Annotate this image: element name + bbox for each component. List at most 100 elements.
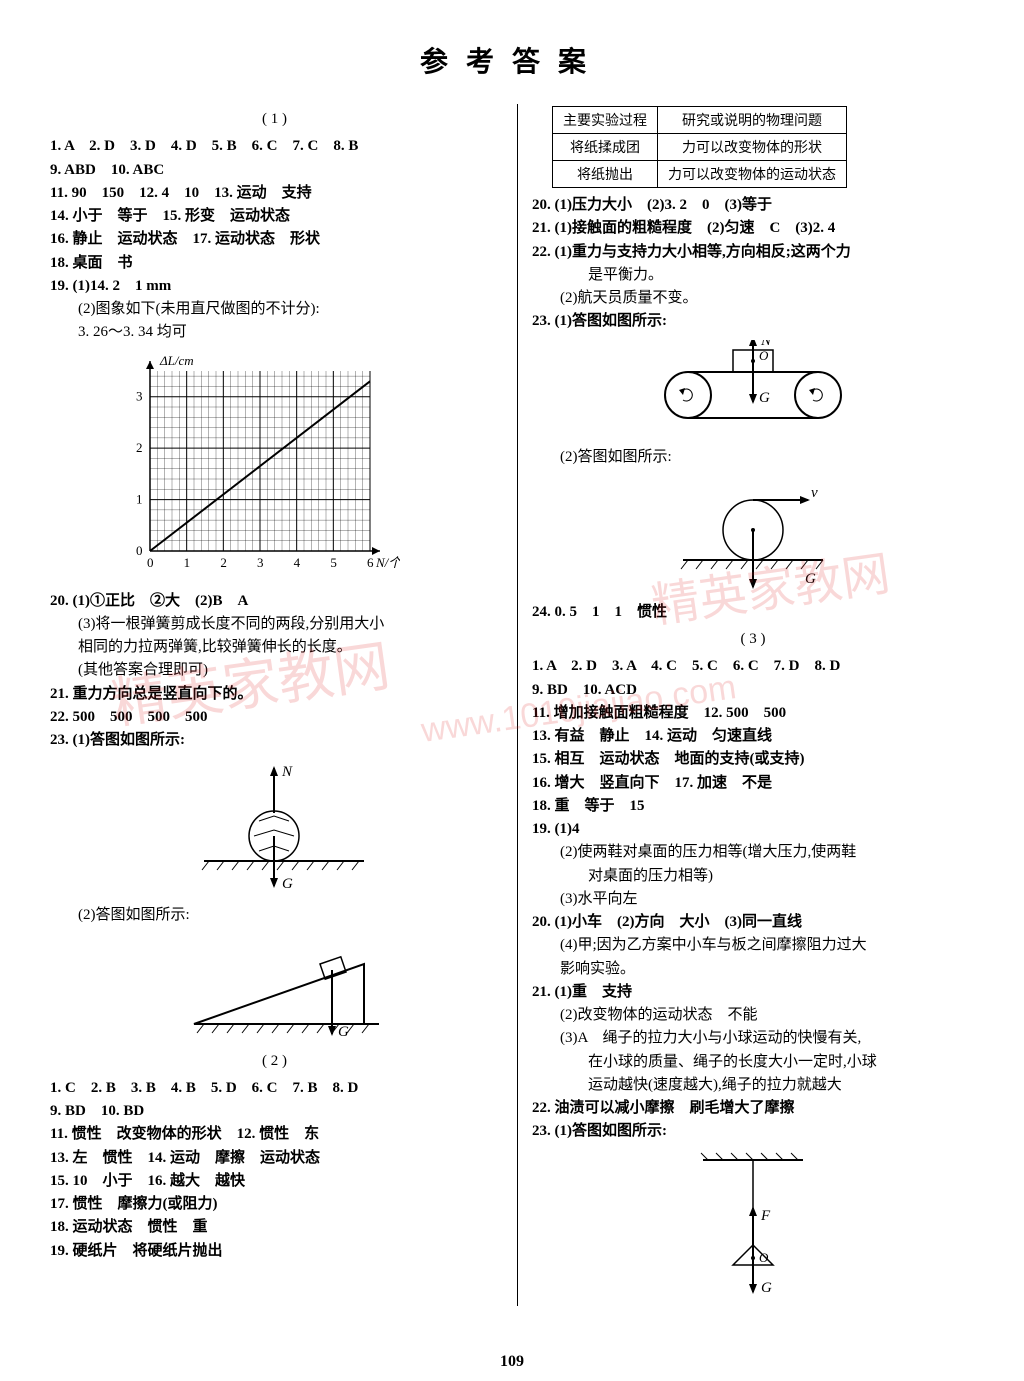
text-line: (3)水平向左 <box>532 888 974 911</box>
label-G: G <box>338 1024 349 1040</box>
table-cell: 将纸揉成团 <box>552 134 657 161</box>
label-v: v <box>811 485 818 501</box>
label-G: G <box>805 571 816 587</box>
text-line: 22. (1)重力与支持力大小相等,方向相反;这两个力 <box>532 241 974 264</box>
table-header: 研究或说明的物理问题 <box>657 107 846 134</box>
sec3-head: ( 3 ) <box>532 628 974 651</box>
svg-text:4: 4 <box>294 555 301 570</box>
text-line: 1. C 2. B 3. B 4. B 5. D 6. C 7. B 8. D <box>50 1077 499 1100</box>
text-line: 18. 运动状态 惯性 重 <box>50 1216 499 1239</box>
chart-svg: 0 1 2 3 4 5 6 0 1 2 3 ΔL/cm N/个 <box>120 351 400 581</box>
text-line: 23. (1)答图如图所示: <box>532 310 974 333</box>
label-N: N <box>760 340 772 349</box>
text-line: 对桌面的压力相等) <box>532 865 974 888</box>
figure-incline-forces: G <box>164 934 384 1044</box>
text-line: 16. 增大 竖直向下 17. 加速 不是 <box>532 772 974 795</box>
text-line: (4)甲;因为乙方案中小车与板之间摩擦阻力过大 <box>532 934 974 957</box>
text-line: 24. 0. 5 1 1 惯性 <box>532 601 974 624</box>
text-line: (3)将一根弹簧剪成长度不同的两段,分别用大小 <box>50 613 499 636</box>
text-line: 18. 桌面 书 <box>50 252 499 275</box>
text-line: 21. (1)重 支持 <box>532 981 974 1004</box>
svg-text:2: 2 <box>220 555 227 570</box>
figure-triangle-forces: O F G <box>683 1150 823 1300</box>
text-line: 20. (1)①正比 ②大 (2)B A <box>50 590 499 613</box>
experiment-table: 主要实验过程 研究或说明的物理问题 将纸揉成团 力可以改变物体的形状 将纸抛出 … <box>552 106 847 188</box>
x-label: N/个 <box>375 555 400 570</box>
text-line: 3. 26～3. 34 均可 <box>50 321 499 344</box>
page-number: 109 <box>0 1353 1024 1371</box>
chart-dL-vs-N: 0 1 2 3 4 5 6 0 1 2 3 ΔL/cm N/个 <box>120 351 499 586</box>
svg-text:0: 0 <box>136 543 143 558</box>
label-G: G <box>282 876 293 892</box>
text-line: 运动越快(速度越大),绳子的拉力就越大 <box>532 1074 974 1097</box>
svg-text:2: 2 <box>136 440 143 455</box>
y-label: ΔL/cm <box>159 353 194 368</box>
svg-text:3: 3 <box>136 388 143 403</box>
text-line: 9. BD 10. ACD <box>532 679 974 702</box>
text-line: 21. 重力方向总是竖直向下的。 <box>50 683 499 706</box>
text-line: (2)航天员质量不变。 <box>532 287 974 310</box>
text-line: 9. BD 10. BD <box>50 1100 499 1123</box>
label-F: F <box>760 1208 771 1224</box>
table-cell: 力可以改变物体的形状 <box>657 134 846 161</box>
text-line: 20. (1)小车 (2)方向 大小 (3)同一直线 <box>532 911 974 934</box>
svg-text:3: 3 <box>257 555 264 570</box>
figure-ball-forces: N G <box>174 758 374 898</box>
text-line: 19. (1)14. 2 1 mm <box>50 275 499 298</box>
text-line: (3)A 绳子的拉力大小与小球运动的快慢有关, <box>532 1027 974 1050</box>
label-O: O <box>759 348 769 363</box>
text-line: 是平衡力。 <box>532 264 974 287</box>
text-line: 13. 左 惯性 14. 运动 摩擦 运动状态 <box>50 1147 499 1170</box>
text-line: (2)使两鞋对桌面的压力相等(增大压力,使两鞋 <box>532 841 974 864</box>
text-line: (2)答图如图所示: <box>50 904 499 927</box>
text-line: 1. A 2. D 3. D 4. D 5. B 6. C 7. C 8. B <box>50 135 499 158</box>
svg-text:5: 5 <box>330 555 337 570</box>
sec2-head: ( 2 ) <box>50 1050 499 1073</box>
text-line: 22. 500 500 500 500 <box>50 706 499 729</box>
text-line: 在小球的质量、绳子的长度大小一定时,小球 <box>532 1051 974 1074</box>
text-line: 18. 重 等于 15 <box>532 795 974 818</box>
svg-text:6: 6 <box>367 555 374 570</box>
text-line: 23. (1)答图如图所示: <box>50 729 499 752</box>
content-columns: ( 1 ) 1. A 2. D 3. D 4. D 5. B 6. C 7. C… <box>50 104 974 1306</box>
text-line: 19. (1)4 <box>532 818 974 841</box>
text-line: 11. 惯性 改变物体的形状 12. 惯性 东 <box>50 1123 499 1146</box>
text-line: 16. 静止 运动状态 17. 运动状态 形状 <box>50 228 499 251</box>
text-line: (2)改变物体的运动状态 不能 <box>532 1004 974 1027</box>
left-column: ( 1 ) 1. A 2. D 3. D 4. D 5. B 6. C 7. C… <box>50 104 507 1306</box>
text-line: (2)答图如图所示: <box>532 446 974 469</box>
label-N: N <box>281 764 293 780</box>
text-line: 13. 有益 静止 14. 运动 匀速直线 <box>532 725 974 748</box>
figure-ball-velocity: v G <box>653 475 853 595</box>
figure-conveyor-forces: O N G <box>633 340 873 440</box>
table-header: 主要实验过程 <box>552 107 657 134</box>
text-line: 11. 增加接触面粗糙程度 12. 500 500 <box>532 702 974 725</box>
table-cell: 将纸抛出 <box>552 161 657 188</box>
text-line: 22. 油渍可以减小摩擦 刷毛增大了摩擦 <box>532 1097 974 1120</box>
text-line: 1. A 2. D 3. A 4. C 5. C 6. C 7. D 8. D <box>532 655 974 678</box>
svg-text:1: 1 <box>184 555 191 570</box>
text-line: 11. 90 150 12. 4 10 13. 运动 支持 <box>50 182 499 205</box>
text-line: 15. 10 小于 16. 越大 越快 <box>50 1170 499 1193</box>
text-line: 17. 惯性 摩擦力(或阻力) <box>50 1193 499 1216</box>
right-column: 主要实验过程 研究或说明的物理问题 将纸揉成团 力可以改变物体的形状 将纸抛出 … <box>517 104 974 1306</box>
svg-text:1: 1 <box>136 491 143 506</box>
text-line: 20. (1)压力大小 (2)3. 2 0 (3)等于 <box>532 194 974 217</box>
sec1-head: ( 1 ) <box>50 108 499 131</box>
label-G: G <box>759 390 770 406</box>
text-line: 19. 硬纸片 将硬纸片抛出 <box>50 1240 499 1263</box>
text-line: 23. (1)答图如图所示: <box>532 1120 974 1143</box>
text-line: 15. 相互 运动状态 地面的支持(或支持) <box>532 748 974 771</box>
label-G: G <box>761 1280 772 1296</box>
text-line: 14. 小于 等于 15. 形变 运动状态 <box>50 205 499 228</box>
text-line: (2)图象如下(未用直尺做图的不计分): <box>50 298 499 321</box>
table-cell: 力可以改变物体的运动状态 <box>657 161 846 188</box>
text-line: 21. (1)接触面的粗糙程度 (2)匀速 C (3)2. 4 <box>532 217 974 240</box>
page-title: 参考答案 <box>50 40 974 80</box>
text-line: 相同的力拉两弹簧,比较弹簧伸长的长度。 <box>50 636 499 659</box>
text-line: 影响实验。 <box>532 958 974 981</box>
label-O: O <box>759 1250 769 1265</box>
text-line: (其他答案合理即可) <box>50 659 499 682</box>
svg-text:0: 0 <box>147 555 154 570</box>
text-line: 9. ABD 10. ABC <box>50 159 499 182</box>
